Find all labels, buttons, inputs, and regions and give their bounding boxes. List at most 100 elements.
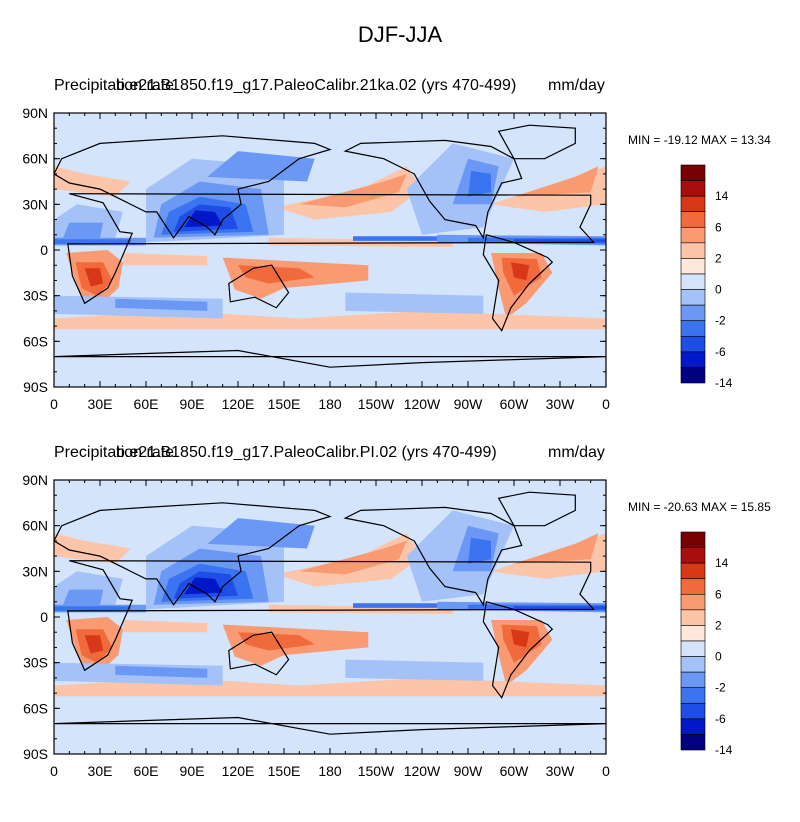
colorbar-swatch [680, 273, 706, 290]
colorbar-swatch [680, 547, 706, 564]
min-max-label: MIN = -19.12 MAX = 13.34 [628, 133, 771, 147]
colorbar-label: 6 [715, 587, 722, 601]
contour-region [268, 604, 453, 614]
x-tick-label: 30E [88, 396, 113, 412]
contour-region [238, 265, 315, 284]
colorbar-label: 14 [715, 189, 729, 203]
coastline [228, 264, 290, 309]
contour-region [468, 170, 491, 197]
colorbar-label: 0 [715, 283, 722, 297]
contour-region [184, 577, 223, 595]
contour-region [510, 262, 530, 281]
colorbar-label: 2 [715, 251, 722, 265]
x-tick-label: 0 [602, 396, 610, 412]
coastline [482, 234, 554, 332]
coastline [54, 349, 606, 368]
coastline [497, 124, 576, 160]
colorbar-label: -14 [715, 376, 733, 390]
y-tick-label: 90S [23, 379, 48, 395]
x-tick-label: 150E [268, 396, 301, 412]
colorbar-swatch [680, 351, 706, 368]
contour-region [115, 665, 208, 678]
y-tick-label: 30N [22, 196, 48, 212]
y-tick-label: 0 [40, 609, 48, 625]
coastline [228, 631, 290, 676]
colorbar-label: -6 [715, 345, 726, 359]
colorbar-swatch [680, 304, 706, 322]
x-tick-label: 0 [50, 763, 58, 779]
contour-region [299, 540, 407, 575]
y-tick-label: 30S [23, 288, 48, 304]
colorbar-swatch [680, 226, 706, 244]
coastline [54, 716, 606, 735]
colorbar-label: -6 [715, 712, 726, 726]
panel-center-label: b.e21.B1850.f19_g17.PaleoCalibr.21ka.02 … [116, 77, 517, 94]
contour-region [510, 629, 530, 648]
contour-region [61, 589, 104, 608]
colorbar-swatch [680, 367, 706, 384]
x-tick-label: 180 [318, 763, 342, 779]
x-tick-label: 30W [546, 396, 576, 412]
colorbar-swatch [680, 656, 706, 673]
contour-region [54, 166, 131, 197]
colorbar-swatch [680, 562, 706, 580]
contour-region [345, 659, 484, 681]
y-tick-label: 90S [23, 746, 48, 762]
colorbar-swatch [680, 671, 706, 689]
contour-region [184, 210, 223, 228]
x-tick-label: 150E [268, 763, 301, 779]
colorbar-label: 14 [715, 556, 729, 570]
colorbar-swatch [680, 164, 706, 181]
colorbar-swatch [680, 625, 706, 642]
x-tick-label: 90W [454, 763, 484, 779]
panel-center-label: b.e21.B1850.f19_g17.PaleoCalibr.PI.02 (y… [116, 444, 497, 461]
y-tick-label: 0 [40, 242, 48, 258]
colorbar-label: -2 [715, 681, 726, 695]
contour-region [299, 173, 407, 208]
panel-left-label: Precipitation rate [54, 444, 175, 461]
y-tick-label: 60N [22, 151, 48, 167]
contour-region [207, 151, 315, 182]
y-tick-label: 30N [22, 563, 48, 579]
colorbar: 14 6 2 0 -2 -6 -14 [680, 531, 733, 757]
colorbar-swatch [680, 640, 706, 657]
y-tick-label: 60S [23, 700, 48, 716]
figure-title: DJF-JJA [357, 22, 443, 47]
colorbar-swatch [680, 320, 706, 337]
x-tick-label: 120W [404, 396, 441, 412]
contour-region [514, 166, 599, 197]
min-max-label: MIN = -20.63 MAX = 15.85 [628, 500, 771, 514]
colorbar-swatch [680, 242, 706, 259]
x-tick-label: 120E [222, 763, 255, 779]
y-tick-label: 60S [23, 333, 48, 349]
colorbar-swatch [680, 195, 706, 213]
colorbar-label: -14 [715, 743, 733, 757]
contour-region [345, 292, 484, 314]
x-tick-label: 150W [358, 396, 395, 412]
x-tick-label: 0 [602, 763, 610, 779]
contour-region [123, 253, 208, 266]
y-tick-label: 30S [23, 655, 48, 671]
field-layer [54, 480, 606, 754]
background-field [54, 113, 606, 387]
contour-region [514, 533, 599, 564]
x-tick-label: 60W [500, 396, 530, 412]
contour-region [514, 239, 606, 243]
contour-region [54, 533, 131, 564]
colorbar-swatch [680, 734, 706, 751]
colorbar-label: 6 [715, 220, 722, 234]
colorbar-swatch [680, 211, 706, 228]
contour-region [54, 606, 131, 611]
colorbar-swatch [680, 258, 706, 275]
x-tick-label: 60E [134, 396, 159, 412]
colorbar-swatch [680, 531, 706, 548]
y-tick-label: 90N [22, 105, 48, 121]
x-tick-label: 60W [500, 763, 530, 779]
x-tick-label: 180 [318, 396, 342, 412]
panel-units-label: mm/day [548, 77, 605, 94]
contour-region [84, 268, 104, 287]
coastline [343, 506, 523, 607]
x-tick-label: 60E [134, 763, 159, 779]
